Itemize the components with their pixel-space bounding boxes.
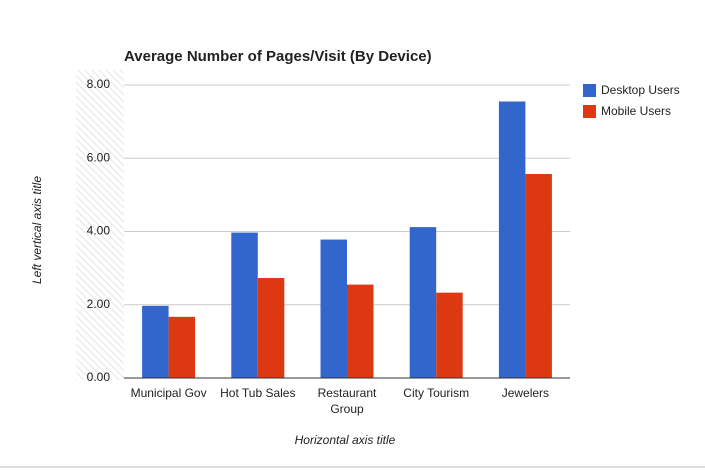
bar: [231, 232, 258, 378]
bar: [257, 278, 285, 378]
bar: [347, 284, 374, 378]
y-axis-title: Left vertical axis title: [30, 176, 44, 284]
y-tick-label: 8.00: [87, 77, 111, 91]
x-tick-label: Hot Tub Sales: [220, 386, 296, 400]
x-tick-label: City Tourism: [403, 386, 470, 400]
chart-title: Average Number of Pages/Visit (By Device…: [124, 48, 432, 65]
bar: [168, 316, 196, 378]
y-tick-label: 4.00: [87, 224, 111, 238]
legend-label: Mobile Users: [601, 104, 671, 118]
x-tick-label: Jewelers: [501, 386, 550, 400]
bar: [436, 292, 463, 378]
x-tick-label: Municipal Gov: [130, 386, 207, 400]
y-tick-label: 6.00: [87, 150, 111, 164]
legend-swatch: [583, 105, 596, 118]
axis-hatch: [76, 70, 124, 380]
bar: [525, 173, 552, 378]
bar: [320, 239, 347, 378]
x-axis-title: Horizontal axis title: [295, 433, 396, 447]
y-tick-label: 0.00: [87, 370, 111, 384]
bar: [409, 227, 437, 378]
legend-swatch: [583, 84, 596, 97]
legend-label: Desktop Users: [601, 83, 680, 97]
y-tick-label: 2.00: [87, 297, 111, 311]
bar: [498, 101, 526, 378]
x-tick-label: Restaurant Group: [317, 386, 377, 416]
bar: [142, 305, 169, 378]
